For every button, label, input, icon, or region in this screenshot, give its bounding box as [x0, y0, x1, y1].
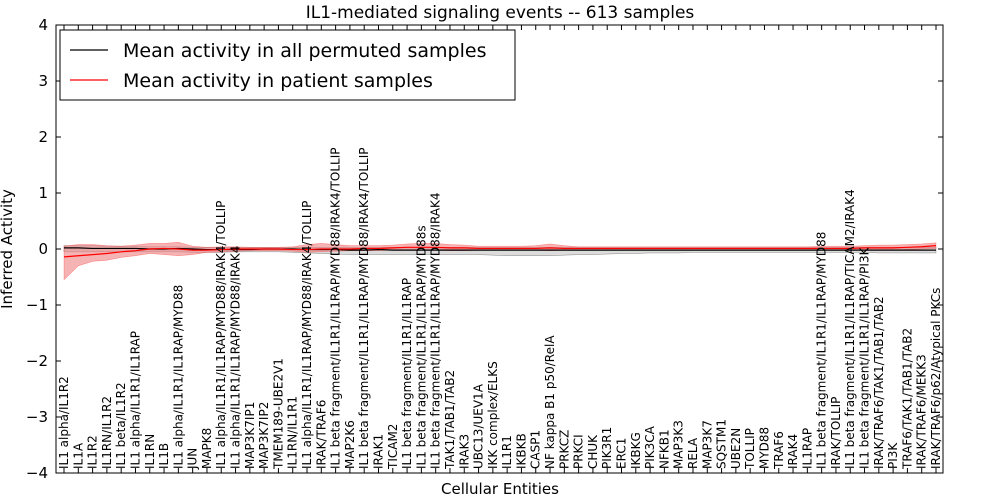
y-tick-label: 2 [38, 128, 48, 146]
y-tick-label: −1 [26, 296, 48, 314]
series-lines [63, 245, 937, 258]
category-label: IL1A [71, 442, 85, 469]
plot-frame [55, 24, 944, 474]
category-label: IL1R1 [500, 435, 514, 469]
category-label: NF kappa B1 p50/RelA [543, 335, 557, 469]
y-tick-label: 4 [38, 16, 48, 34]
category-label: IRAK/TRAF6/TAK1/TAB1/TAB2 [872, 296, 886, 469]
category-label: CASP1 [529, 430, 543, 469]
category-label: JUN [186, 448, 200, 470]
category-label: TAK1/TAB1/TAB2 [443, 370, 457, 470]
category-label: RELA [686, 437, 700, 469]
category-label: TRAF6 [772, 431, 786, 470]
category-label: IKBKG [629, 432, 643, 469]
category-label: IRAK/TRAF6 [314, 400, 328, 469]
category-label: IL1 beta fragment/IL1R1/IL1RAP/MYD88/IRA… [329, 148, 343, 469]
category-label: IL1 beta fragment/IL1R1/IL1RAP/MYD88s [414, 225, 428, 469]
y-axis-ticks: 4 3 2 1 0 −1 −2 −3 −4 [26, 16, 943, 482]
y-tick-label: −4 [26, 464, 48, 482]
category-label: ERC1 [615, 438, 629, 469]
legend: Mean activity in all permuted samples Me… [59, 29, 516, 101]
legend-label-patient: Mean activity in patient samples [123, 70, 433, 92]
y-tick-label: −3 [26, 408, 48, 426]
category-label: IL1 beta fragment/IL1R1/IL1RAP/MYD88/IRA… [429, 192, 443, 469]
category-label: TOLLIP [743, 428, 757, 470]
category-label: IL1 alpha/IL1R1/IL1RAP/MYD88 [171, 285, 185, 469]
category-label: IL1 beta fragment/IL1R1/IL1RAP/MYD88 [815, 232, 829, 469]
category-label: IL1RN/IL1R1 [286, 396, 300, 469]
category-label: MYD88 [757, 427, 771, 469]
category-label: MAP2K6 [343, 420, 357, 469]
category-label: TMEM189-UBE2V1 [271, 358, 285, 470]
category-label: PIK3R1 [600, 427, 614, 469]
category-label: IKBKB [514, 433, 528, 469]
category-label: IL1 alpha/IL1R2 [57, 376, 71, 469]
category-label: IRAK/TRAF6/MEKK3 [915, 354, 929, 469]
category-label: MAPK8 [200, 428, 214, 469]
category-label: IL1 beta/IL1R2 [114, 382, 128, 469]
y-tick-label: 1 [38, 184, 48, 202]
category-label: IRAK1 [371, 434, 385, 469]
category-label: PRKCZ [557, 430, 571, 469]
category-label: IL1 beta fragment/IL1R1/IL1RAP [400, 278, 414, 469]
category-label: MAP3K3 [672, 420, 686, 469]
category-label: PIK3CA [643, 425, 657, 469]
category-label: SQSTM1 [715, 419, 729, 469]
category-label: TRAF6/TAK1/TAB1/TAB2 [900, 328, 914, 470]
category-label: MAP3K7 [700, 420, 714, 469]
category-label: UBE2N [729, 428, 743, 469]
category-label: UBC13/UEV1A [472, 383, 486, 469]
category-label: IL1 beta fragment/IL1R1/IL1RAP/PI3K [858, 246, 872, 469]
category-label: IL1 alpha/IL1R1/IL1RAP/MYD88/IRAK4/TOLLI… [214, 201, 228, 469]
category-label: IL1RN/IL1R2 [100, 396, 114, 469]
category-label: IL1 alpha/IL1R1/IL1RAP [128, 331, 142, 469]
category-label: TICAM2 [386, 424, 400, 470]
category-label: IL1 beta fragment/IL1R1/IL1RAP/TICAM2/IR… [843, 189, 857, 469]
category-label: IL1 beta fragment/IL1R1/IL1RAP/MYD88/IRA… [357, 148, 371, 469]
category-label: IL1B [157, 443, 171, 469]
series-line-patient [63, 245, 937, 258]
category-label: PI3K [886, 442, 900, 469]
y-axis-label: Inferred Activity [0, 189, 16, 309]
y-tick-label: −2 [26, 352, 48, 370]
category-label: IRAK4 [786, 434, 800, 469]
category-label: MAP3K7IP1 [243, 402, 257, 469]
category-label: IL1RN [143, 434, 157, 469]
category-label: IL1 alpha/IL1R1/IL1RAP/MYD88/IRAK4/TOLLI… [300, 201, 314, 469]
category-label: IL1R2 [86, 435, 100, 469]
category-label: MAP3K7IP2 [257, 402, 271, 469]
category-labels: IL1 alpha/IL1R2 IL1A IL1R2 IL1RN/IL1R2 IL1 b… [57, 25, 943, 473]
category-label: IL1 alpha/IL1R1/IL1RAP/MYD88/IRAK4 [229, 246, 243, 469]
category-label: IL1RAP [800, 428, 814, 469]
category-label: PRKCI [572, 434, 586, 469]
category-label: CHUK [586, 434, 600, 469]
legend-label-permuted: Mean activity in all permuted samples [123, 40, 486, 62]
category-label: IKK complex/ELKS [486, 361, 500, 469]
category-label: NFKB1 [657, 429, 671, 469]
category-label: IRAK/TOLLIP [829, 397, 843, 469]
chart-title: IL1-mediated signaling events -- 613 sam… [306, 3, 695, 23]
legend-box [59, 29, 516, 101]
y-tick-label: 0 [38, 240, 48, 258]
category-label: IRAK3 [457, 434, 471, 469]
y-tick-label: 3 [38, 72, 48, 90]
x-axis-label: Cellular Entities [441, 480, 559, 498]
category-label: IRAK/TRAF6/p62/Atypical PKCs [929, 288, 943, 469]
